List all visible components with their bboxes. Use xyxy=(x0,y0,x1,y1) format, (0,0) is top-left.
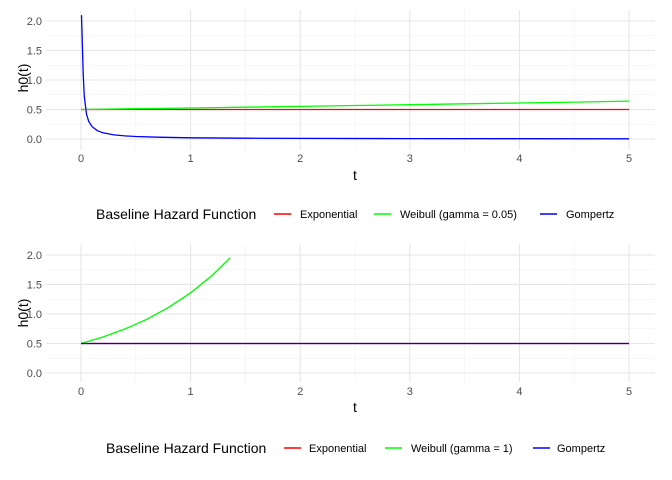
legend-title: Baseline Hazard Function xyxy=(96,206,256,222)
y-tick-label: 1.5 xyxy=(27,46,42,58)
y-tick-label: 0.5 xyxy=(27,105,42,117)
legend-label: Gompertz xyxy=(566,209,614,221)
y-tick-label: 2.0 xyxy=(27,16,42,28)
x-tick-label: 4 xyxy=(516,153,522,165)
y-tick-label: 0.0 xyxy=(27,134,42,146)
panel-2-ylabel: h0(t) xyxy=(15,299,31,328)
panel-1: 0.0 0.5 1.0 1.5 2.0 0 1 2 3 4 5 t h0(t) Baseline … xyxy=(15,10,655,222)
panel-1-series xyxy=(80,15,630,140)
legend-label: Gompertz xyxy=(557,443,605,455)
series-line-weibull xyxy=(80,257,231,345)
panel-1-legend: Baseline Hazard Function Exponential Weibu… xyxy=(96,206,614,222)
legend-label: Weibull (gamma = 0.05) xyxy=(400,209,517,221)
panel-2-grid xyxy=(46,244,655,382)
series-line-gompertz xyxy=(80,15,630,140)
panel-2-series xyxy=(80,257,629,345)
series-line-weibull xyxy=(80,100,630,111)
panel-2-yticks: 0.0 0.5 1.0 1.5 2.0 xyxy=(27,250,42,380)
y-tick-label: 1.5 xyxy=(27,280,42,292)
legend-label: Exponential xyxy=(309,443,367,455)
x-tick-label: 3 xyxy=(407,386,413,398)
legend-title: Baseline Hazard Function xyxy=(106,440,266,456)
panel-1-xlabel: t xyxy=(353,167,357,183)
x-tick-label: 5 xyxy=(626,153,632,165)
panel-2-legend: Baseline Hazard Function Exponential Weibu… xyxy=(106,440,605,456)
panel-1-yticks: 0.0 0.5 1.0 1.5 2.0 xyxy=(27,16,42,146)
panel-1-grid xyxy=(46,10,655,150)
panel-2: 0.0 0.5 1.0 1.5 2.0 0 1 2 3 4 5 t h0(t) Baseline … xyxy=(15,244,655,456)
legend-label: Weibull (gamma = 1) xyxy=(411,443,513,455)
x-tick-label: 3 xyxy=(407,153,413,165)
y-tick-label: 2.0 xyxy=(27,250,42,262)
y-tick-label: 0.0 xyxy=(27,368,42,380)
y-tick-label: 1.0 xyxy=(27,309,42,321)
x-tick-label: 2 xyxy=(297,153,303,165)
x-tick-label: 1 xyxy=(188,386,194,398)
panel-2-xticks: 0 1 2 3 4 5 xyxy=(78,386,632,398)
x-tick-label: 4 xyxy=(516,386,522,398)
x-tick-label: 0 xyxy=(78,153,84,165)
x-tick-label: 0 xyxy=(78,386,84,398)
panel-2-xlabel: t xyxy=(353,399,357,415)
panel-1-xticks: 0 1 2 3 4 5 xyxy=(78,153,632,165)
panel-1-ylabel: h0(t) xyxy=(15,64,31,93)
y-tick-label: 1.0 xyxy=(27,75,42,87)
x-tick-label: 2 xyxy=(297,386,303,398)
legend-label: Exponential xyxy=(300,209,358,221)
x-tick-label: 5 xyxy=(626,386,632,398)
x-tick-label: 1 xyxy=(188,153,194,165)
y-tick-label: 0.5 xyxy=(27,339,42,351)
